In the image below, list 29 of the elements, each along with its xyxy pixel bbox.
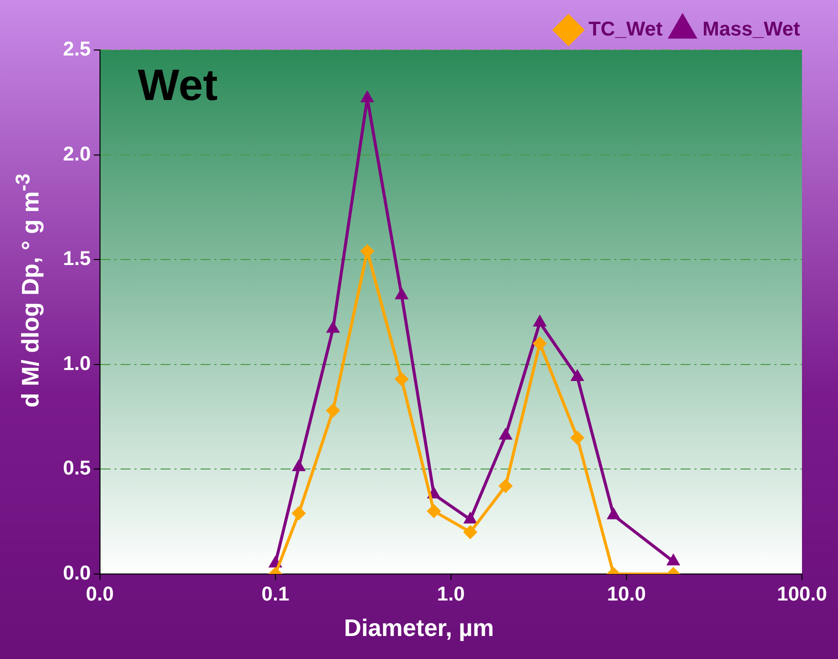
point (500, 429, 512, 440)
x-tick-label: 1.0 (436, 584, 465, 606)
x-tick-label: 0.0 (86, 584, 114, 606)
point (292, 460, 305, 472)
chart-title: Wet (138, 61, 218, 110)
y-tick-label: 2.5 (62, 38, 91, 61)
point (360, 244, 374, 258)
x-axis-title: Diameter, µm (343, 615, 495, 643)
point (396, 288, 408, 300)
point (499, 479, 512, 492)
point (361, 92, 374, 102)
point (327, 322, 339, 333)
x-tick-label: 10.0 (606, 584, 646, 606)
y-tick-label: 2.0 (62, 143, 91, 166)
point (464, 513, 476, 524)
point (534, 316, 546, 326)
x-tick-label: 100.0 (776, 584, 828, 606)
legend-label: Mass_Wet (702, 18, 800, 41)
y-tick-label: 0.5 (62, 458, 91, 480)
point (533, 336, 546, 350)
y-tick-label: 1.5 (62, 248, 91, 270)
x-tick-label: 0.1 (261, 584, 290, 606)
point (464, 526, 477, 539)
legend-label: TC_Wet (588, 18, 663, 41)
point (395, 372, 408, 386)
point (326, 404, 340, 418)
point (292, 506, 306, 520)
y-tick-label: 1.0 (62, 352, 91, 375)
y-tick-label: 0.0 (62, 562, 91, 585)
